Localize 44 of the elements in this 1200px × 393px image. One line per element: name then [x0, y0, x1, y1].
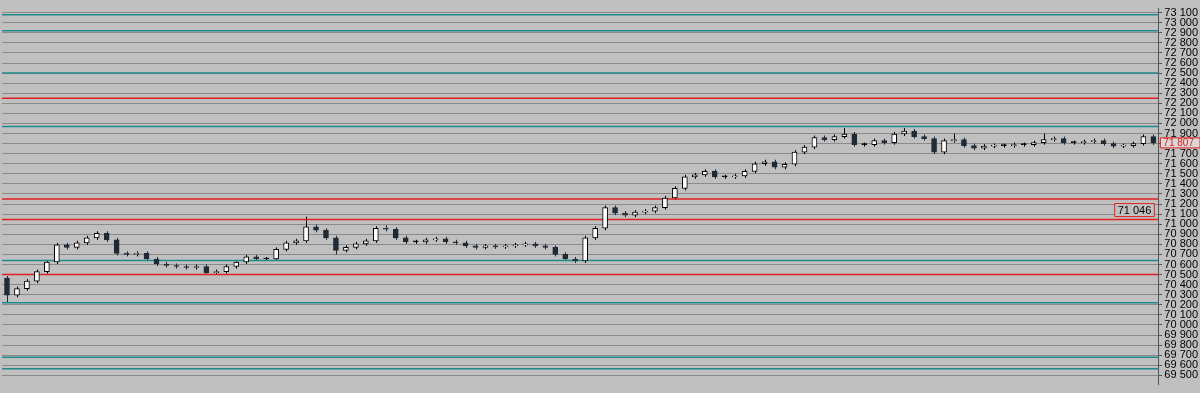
y-tick-label: 72 700 — [1164, 45, 1199, 58]
y-tick-label: 69 600 — [1164, 358, 1199, 371]
y-tick-label: 72 900 — [1164, 25, 1199, 38]
candlestick — [582, 235, 588, 264]
y-tick-label: 71 200 — [1164, 197, 1199, 210]
candlestick — [4, 275, 10, 303]
candlestick — [54, 242, 60, 265]
y-tick-label: 73 000 — [1164, 15, 1199, 28]
y-tick-label: 71 500 — [1164, 166, 1199, 179]
y-tick-label: 70 600 — [1164, 257, 1199, 270]
y-tick-label: 70 300 — [1164, 287, 1199, 300]
y-tick-label: 72 500 — [1164, 66, 1199, 79]
y-tick-label: 71 000 — [1164, 217, 1199, 230]
y-tick-label: 72 200 — [1164, 96, 1199, 109]
y-tick-label: 71 600 — [1164, 156, 1199, 169]
candlestick — [602, 205, 608, 231]
y-tick-label: 72 800 — [1164, 35, 1199, 48]
y-tick-label: 69 800 — [1164, 338, 1199, 351]
y-tick-label: 70 100 — [1164, 307, 1199, 320]
y-tick-label: 69 900 — [1164, 328, 1199, 341]
y-tick-label: 73 100 — [1164, 5, 1199, 18]
y-tick-label: 72 300 — [1164, 86, 1199, 99]
candlestick — [303, 216, 309, 244]
candlestick — [333, 235, 339, 255]
ref-line-label: 71 046 — [1117, 203, 1152, 216]
y-tick-label: 71 300 — [1164, 187, 1199, 200]
y-tick-label: 69 700 — [1164, 348, 1199, 361]
y-tick-label: 70 800 — [1164, 237, 1199, 250]
y-tick-label: 72 400 — [1164, 76, 1199, 89]
y-tick-label: 70 900 — [1164, 227, 1199, 240]
y-tick-label: 69 500 — [1164, 368, 1199, 381]
text: 71 807 — [1163, 136, 1195, 148]
y-tick-label: 70 500 — [1164, 267, 1199, 280]
y-tick-label: 70 200 — [1164, 297, 1199, 310]
y-tick-label: 72 600 — [1164, 56, 1199, 69]
y-tick-label: 71 900 — [1164, 126, 1199, 139]
y-tick-label: 71 400 — [1164, 176, 1199, 189]
y-tick-label: 70 700 — [1164, 247, 1199, 260]
y-tick-label: 71 100 — [1164, 207, 1199, 220]
y-tick-label: 72 000 — [1164, 116, 1199, 129]
y-tick-label: 72 100 — [1164, 106, 1199, 119]
y-tick-label: 71 700 — [1164, 146, 1199, 159]
y-tick-label: 70 000 — [1164, 317, 1199, 330]
y-tick-label: 70 400 — [1164, 277, 1199, 290]
